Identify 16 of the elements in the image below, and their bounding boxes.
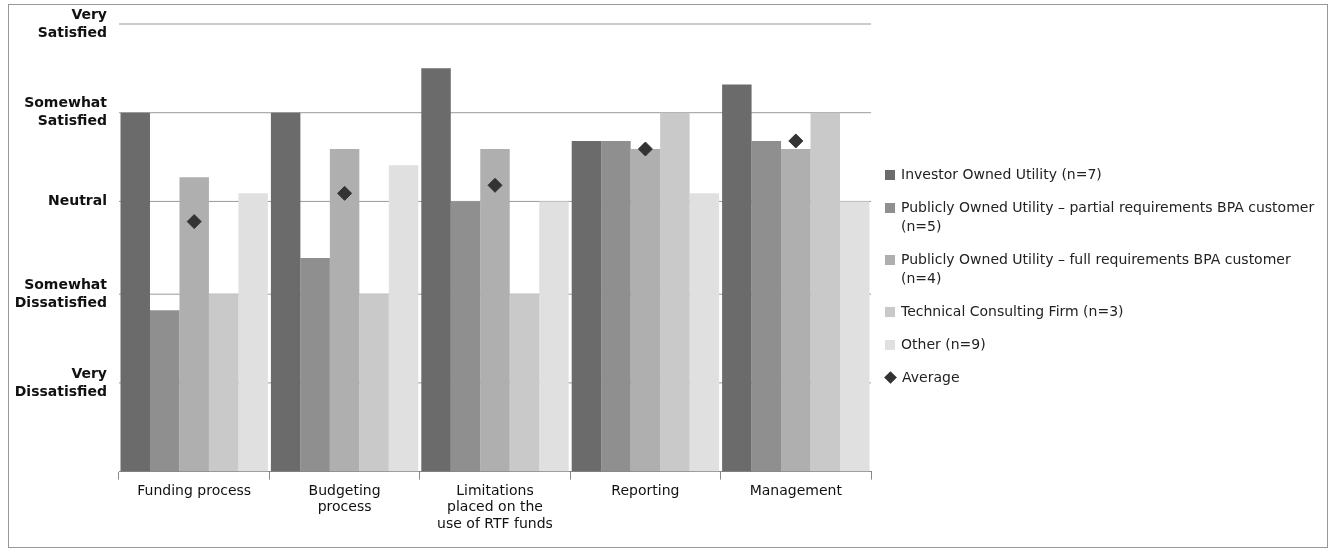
ref-line-label: Very Dissatisfied [14, 364, 107, 399]
ref-line-label: Neutral [47, 192, 107, 209]
legend-label: Publicly Owned Utility – partial requirements BPA customer (n=5) [901, 198, 1316, 236]
ref-line-label: Very Satisfied [37, 5, 107, 40]
ref-line-label: Somewhat Satisfied [24, 94, 108, 129]
x-tick-label: Budgeting process [308, 481, 381, 515]
legend-label: Publicly Owned Utility – full requirements BPA customer (n=4) [901, 250, 1292, 288]
legend-label: Average [902, 368, 960, 387]
ref-line-label: Somewhat Dissatisfied [14, 275, 108, 310]
legend-label: Other (n=9) [901, 335, 986, 354]
legend-label: Technical Consulting Firm (n=3) [901, 302, 1124, 321]
x-tick-label: Reporting [611, 481, 680, 498]
legend-label: Investor Owned Utility (n=7) [901, 165, 1102, 184]
x-tick-label: Limitations placed on the use of RTF funds [437, 481, 553, 532]
x-tick-label: Funding process [137, 481, 252, 498]
x-tick-label: Management [749, 481, 843, 498]
